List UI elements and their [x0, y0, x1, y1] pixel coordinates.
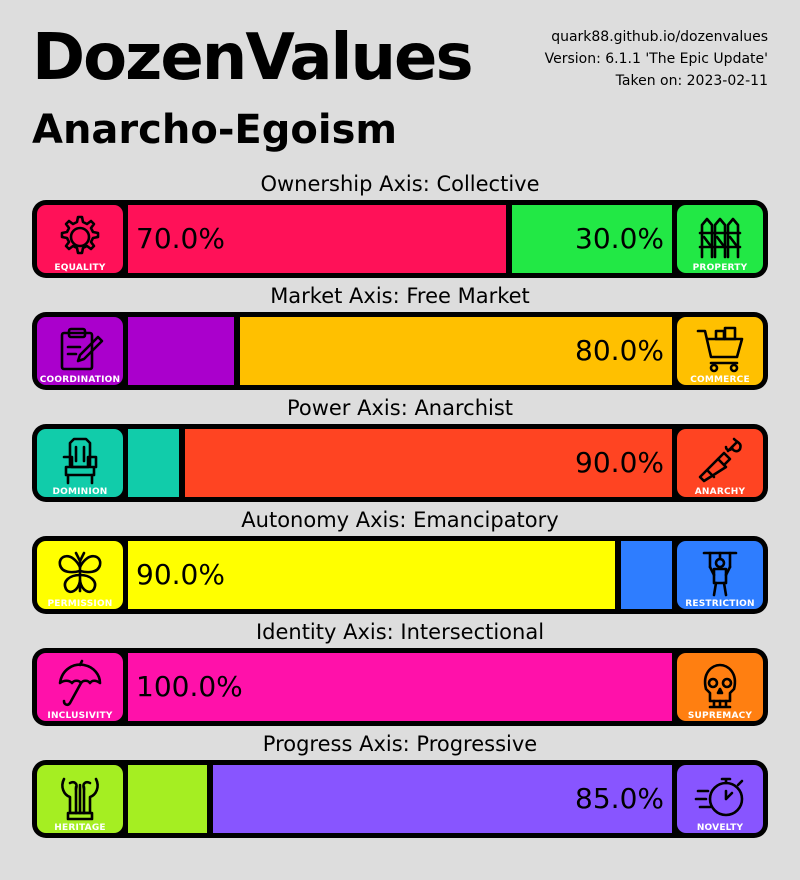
right-value-name: ANARCHY	[694, 487, 746, 497]
right-percent: 85.0%	[575, 782, 664, 815]
throne-icon	[37, 429, 123, 497]
bar-area: 80.0%	[128, 317, 672, 385]
axis-label: Progress Axis: Progressive	[262, 732, 538, 756]
left-bar	[128, 541, 615, 609]
butterfly-icon	[37, 541, 123, 609]
left-value-name: EQUALITY	[54, 263, 106, 273]
axis-track: HERITAGE 85.0% NOVELTY	[32, 760, 768, 838]
axis-row: Ownership Axis: Collective EQUALITY 70.0…	[32, 170, 768, 282]
right-percent: 30.0%	[575, 222, 664, 255]
bar-area: 85.0%	[128, 765, 672, 833]
bar-area: 70.0% 30.0%	[128, 205, 672, 273]
axis-track: COORDINATION 80.0% COMMERCE	[32, 312, 768, 390]
axis-label: Autonomy Axis: Emancipatory	[241, 508, 559, 532]
right-value-name: COMMERCE	[690, 375, 750, 385]
right-percent: 90.0%	[575, 446, 664, 479]
axis-track: EQUALITY 70.0% 30.0% PROPERTY	[32, 200, 768, 278]
axis-track: DOMINION 90.0% ANARCHY	[32, 424, 768, 502]
skull-icon	[677, 653, 763, 721]
left-percent: 100.0%	[136, 670, 243, 703]
axis-track: PERMISSION 90.0% RESTRICTION	[32, 536, 768, 614]
lyre-icon	[37, 765, 123, 833]
axis-row: Identity Axis: Intersectional INCLUSIVIT…	[32, 618, 768, 730]
left-value-name: HERITAGE	[54, 823, 106, 833]
app-title: DozenValues	[32, 21, 474, 95]
right-bar	[185, 429, 672, 497]
left-bar	[128, 317, 234, 385]
puppet-icon	[677, 541, 763, 609]
stopwatch-icon	[677, 765, 763, 833]
umbrella-icon	[37, 653, 123, 721]
left-value-name: PERMISSION	[47, 599, 113, 609]
right-value-name: PROPERTY	[692, 263, 748, 273]
right-percent: 80.0%	[575, 334, 664, 367]
axis-row: Market Axis: Free Market COORDINATION 80…	[32, 282, 768, 394]
left-percent: 90.0%	[136, 558, 225, 591]
right-bar	[240, 317, 672, 385]
right-bar	[512, 205, 672, 273]
site-url[interactable]: quark88.github.io/dozenvalues	[551, 29, 768, 45]
meta-info: quark88.github.io/dozenvalues Version: 6…	[545, 26, 768, 92]
left-value-name: COORDINATION	[39, 375, 121, 385]
bar-area: 90.0%	[128, 429, 672, 497]
gear-icon	[37, 205, 123, 273]
left-bar	[128, 205, 506, 273]
bar-area: 100.0%	[128, 653, 672, 721]
left-percent: 70.0%	[136, 222, 225, 255]
left-bar	[128, 653, 672, 721]
left-value-name: INCLUSIVITY	[47, 711, 113, 721]
bar-area: 90.0%	[128, 541, 672, 609]
clipboard-pencil-icon	[37, 317, 123, 385]
ideology-title: Anarcho-Egoism	[32, 107, 398, 153]
right-bar	[213, 765, 672, 833]
shopping-cart-icon	[677, 317, 763, 385]
axis-row: Progress Axis: Progressive HERITAGE 85.0…	[32, 730, 768, 842]
left-bar	[128, 765, 207, 833]
fence-icon	[677, 205, 763, 273]
axis-label: Power Axis: Anarchist	[286, 396, 514, 420]
axis-row: Power Axis: Anarchist DOMINION 90.0% ANA…	[32, 394, 768, 506]
left-bar	[128, 429, 179, 497]
left-value-name: DOMINION	[52, 487, 108, 497]
right-bar	[621, 541, 672, 609]
axis-row: Autonomy Axis: Emancipatory PERMISSION 9…	[32, 506, 768, 618]
axis-label: Identity Axis: Intersectional	[255, 620, 545, 644]
date-taken: Taken on: 2023-02-11	[615, 73, 768, 89]
version-text: Version: 6.1.1 'The Epic Update'	[544, 51, 768, 67]
molotov-icon	[677, 429, 763, 497]
axes-container: Ownership Axis: Collective EQUALITY 70.0…	[32, 170, 768, 842]
axis-label: Ownership Axis: Collective	[260, 172, 540, 196]
axis-label: Market Axis: Free Market	[270, 284, 530, 308]
right-value-name: NOVELTY	[696, 823, 744, 833]
axis-track: INCLUSIVITY 100.0% SUPREMACY	[32, 648, 768, 726]
right-value-name: RESTRICTION	[685, 599, 755, 609]
right-value-name: SUPREMACY	[687, 711, 753, 721]
